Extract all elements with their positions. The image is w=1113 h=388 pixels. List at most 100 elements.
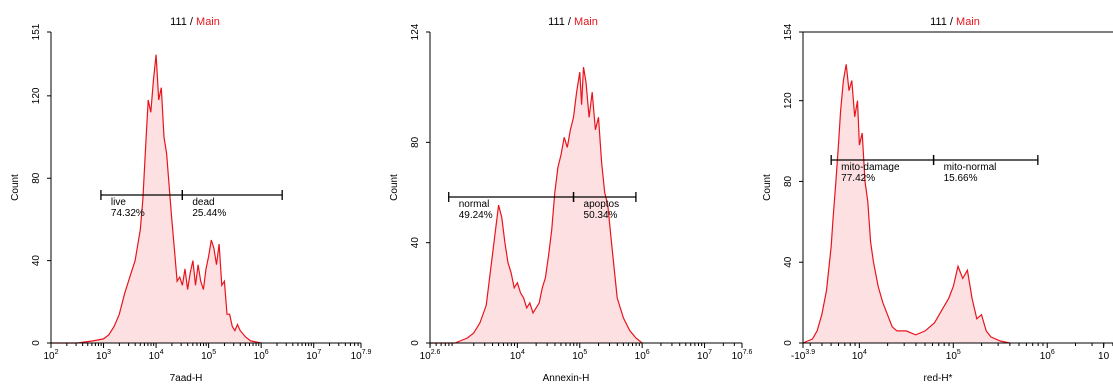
x-tick-label: 102 (43, 349, 58, 362)
x-tick-base: 10 (201, 351, 213, 362)
x-tick-exponent: 3 (107, 349, 111, 356)
x-tick-label: 105 (572, 349, 587, 362)
x-tick-base: -10 (791, 351, 806, 362)
x-tick-label: 104 (510, 349, 525, 362)
title-separator: / (947, 16, 956, 28)
x-axis-label: 7aad-H (170, 373, 203, 383)
x-tick-label: 107.9 (351, 349, 372, 362)
x-tick-label: 105 (201, 349, 216, 362)
x-tick-base: 10 (254, 351, 266, 362)
y-tick-label: 151 (31, 23, 42, 40)
y-tick-label: 40 (783, 256, 794, 268)
x-tick-exponent: 7.9 (362, 349, 372, 356)
histogram-line (430, 67, 643, 344)
x-tick-exponent: 2 (55, 349, 59, 356)
x-tick-exponent: 5 (212, 349, 216, 356)
y-tick-label: 154 (783, 23, 794, 40)
y-tick-label: 0 (410, 340, 421, 346)
gate-name: dead (192, 197, 214, 208)
x-tick-base: 10 (510, 351, 522, 362)
x-tick-base: 10 (852, 351, 864, 362)
x-tick-base: 10 (1098, 351, 1110, 362)
x-tick-exponent: 4 (160, 349, 164, 356)
x-axis-label: red-H* (924, 373, 953, 383)
histogram-fill (51, 54, 262, 343)
gate-percent: 25.44% (192, 208, 226, 219)
gate-name: mito-normal (944, 162, 997, 173)
x-tick-label: 106 (254, 349, 269, 362)
y-axis-label: Count (762, 174, 773, 201)
y-tick-label: 120 (783, 92, 794, 109)
y-tick-label: 40 (410, 237, 421, 249)
gate-percent: 74.32% (111, 208, 145, 219)
y-tick-label: 120 (31, 87, 42, 104)
chart-title: 111 / Main (930, 16, 980, 28)
title-separator: / (187, 16, 196, 28)
x-tick-base: 10 (96, 351, 108, 362)
y-axis-label: Count (389, 174, 400, 201)
y-tick-label: 0 (783, 340, 794, 346)
x-tick-exponent: 2.6 (431, 349, 441, 356)
x-tick-base: 10 (572, 351, 584, 362)
x-tick-exponent: 7 (317, 349, 321, 356)
title-sample: 111 (930, 16, 947, 28)
gate-percent: 50.34% (584, 210, 618, 221)
gate-name: mito-damage (841, 162, 900, 173)
x-tick-label: 107.6 (732, 349, 753, 362)
gate-name: live (111, 197, 126, 208)
x-tick-base: 10 (149, 351, 161, 362)
x-tick-base: 10 (351, 351, 363, 362)
x-tick-exponent: 6 (265, 349, 269, 356)
y-axis-label: Count (10, 174, 21, 201)
gate-name: normal (459, 199, 490, 210)
x-tick-base: 10 (946, 351, 958, 362)
y-tick-label: 80 (410, 136, 421, 148)
gate-percent: 49.24% (459, 210, 493, 221)
histogram-fill (430, 67, 643, 343)
x-axis-label: Annexin-H (543, 373, 590, 383)
y-tick-label: 124 (410, 23, 421, 40)
x-tick-exponent: 4 (863, 349, 867, 356)
title-sample: 111 (170, 16, 187, 28)
x-tick-exponent: 6 (1051, 349, 1055, 356)
x-tick-label: 106 (635, 349, 650, 362)
x-tick-base: 10 (1040, 351, 1052, 362)
histogram-line (802, 64, 1010, 344)
x-tick-label: 106 (1040, 349, 1055, 362)
x-tick-base: 10 (635, 351, 647, 362)
chart-title: 111 / Main (548, 16, 598, 28)
title-gate: Main (574, 16, 598, 28)
x-tick-label: 103 (96, 349, 111, 362)
x-tick-base: 10 (420, 351, 432, 362)
x-tick-label: 105 (946, 349, 961, 362)
x-tick-exponent: 5 (583, 349, 587, 356)
x-tick-exponent: 7 (708, 349, 712, 356)
x-tick-label: 10 (1098, 351, 1110, 362)
gate-percent: 77.42% (841, 173, 875, 184)
y-tick-label: 0 (31, 340, 42, 346)
x-tick-label: 107 (306, 349, 321, 362)
chart-title: 111 / Main (170, 16, 220, 28)
y-tick-label: 80 (783, 175, 794, 187)
x-tick-exponent: 6 (646, 349, 650, 356)
x-tick-exponent: 5 (957, 349, 961, 356)
x-tick-base: 10 (697, 351, 709, 362)
histogram-fill (803, 64, 1010, 344)
x-tick-base: 10 (306, 351, 318, 362)
x-tick-base: 10 (732, 351, 744, 362)
title-separator: / (565, 16, 574, 28)
x-tick-label: 104 (852, 349, 867, 362)
title-gate: Main (956, 16, 980, 28)
x-tick-label: -103.9 (791, 349, 815, 362)
x-tick-exponent: 3.9 (805, 349, 815, 356)
gate-percent: 15.66% (944, 173, 978, 184)
